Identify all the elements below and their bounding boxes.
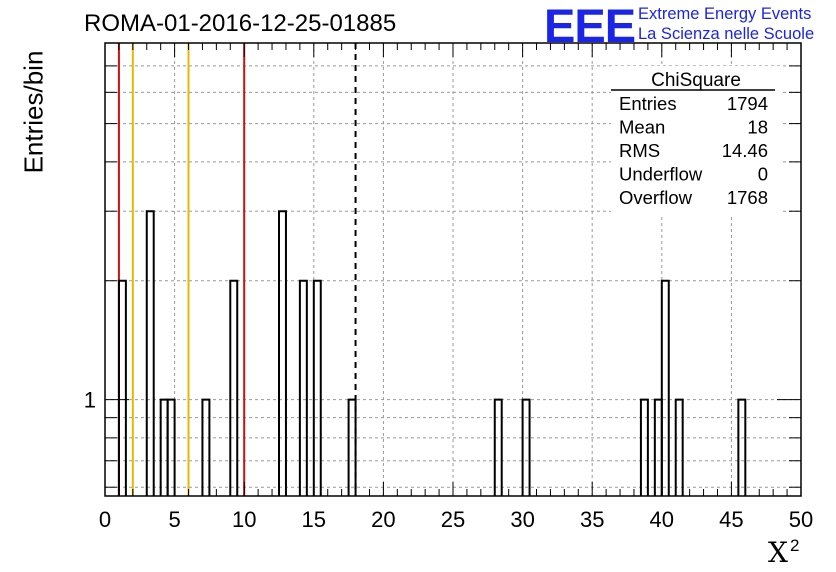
stats-box-background	[611, 66, 781, 216]
stats-row-label: RMS	[619, 140, 660, 161]
histogram-bar	[312, 279, 322, 496]
x-tick-label: 50	[789, 507, 813, 532]
stats-row-value: 1794	[727, 93, 768, 114]
x-tick-label: 35	[580, 507, 604, 532]
eee-logo-line1: Extreme Energy Events	[638, 5, 812, 23]
histogram-bar	[117, 279, 127, 496]
histogram-bar	[493, 398, 503, 496]
histogram-bar	[639, 398, 649, 496]
stats-row-label: Entries	[619, 93, 677, 114]
histogram-bar	[521, 398, 531, 496]
stats-row-value: 0	[758, 164, 768, 185]
stats-row-value: 14.46	[722, 140, 768, 161]
y-axis-ticks: 1	[84, 65, 801, 488]
histogram-bar	[660, 279, 670, 496]
histogram-bar	[201, 398, 211, 496]
x-tick-label: 0	[99, 507, 111, 532]
stats-row-label: Underflow	[619, 164, 703, 185]
x-tick-label: 10	[232, 507, 256, 532]
grid-lines	[105, 43, 801, 496]
x-tick-label: 20	[371, 507, 395, 532]
eee-logo-line2: La Scienza nelle Scuole	[638, 25, 815, 43]
histogram-bars	[117, 210, 747, 496]
y-tick-label: 1	[84, 388, 96, 413]
histogram-bar	[737, 398, 747, 496]
eee-logo: EEE Extreme Energy Events La Scienza nel…	[544, 0, 836, 52]
stats-row-value: 1768	[727, 187, 768, 208]
histogram-bar	[166, 398, 176, 496]
histogram-bar	[674, 398, 684, 496]
x-axis-label: X	[768, 536, 788, 569]
x-tick-label: 45	[719, 507, 743, 532]
histogram-bar	[278, 210, 287, 496]
x-tick-label: 15	[302, 507, 326, 532]
x-axis-label-superscript: 2	[790, 536, 800, 555]
stats-box-title: ChiSquare	[651, 70, 741, 91]
x-tick-label: 25	[441, 507, 465, 532]
stats-row-label: Mean	[619, 117, 665, 138]
histogram-bar	[347, 398, 357, 496]
x-tick-label: 5	[168, 507, 180, 532]
histogram-bar	[653, 398, 663, 496]
stats-row-label: Overflow	[619, 187, 693, 208]
stats-row-value: 18	[747, 117, 768, 138]
histogram-bar	[229, 279, 239, 496]
x-tick-label: 30	[510, 507, 534, 532]
x-axis-ticks: 0 5 10 15 20 25 30 35 40 45 50	[99, 43, 813, 532]
x-tick-label: 40	[650, 507, 674, 532]
chart-title: ROMA-01-2016-12-25-01885	[84, 10, 397, 37]
histogram-bar	[298, 279, 308, 496]
histogram-bar	[159, 398, 169, 496]
histogram-bar	[145, 210, 155, 496]
